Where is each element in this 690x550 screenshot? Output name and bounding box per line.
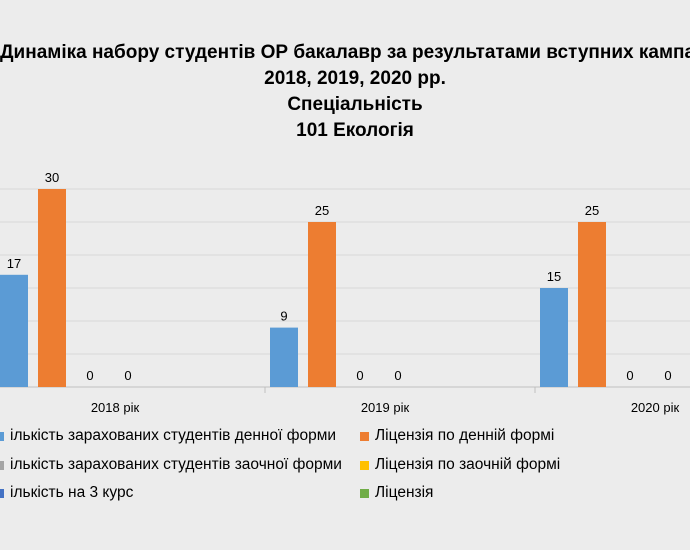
- x-tick-label: 2020 рік: [631, 400, 680, 415]
- legend-swatch: [0, 431, 4, 441]
- legend-item-parttime-enrolled: ількість зарахованих студентів заочної ф…: [0, 456, 342, 474]
- bar: [270, 327, 298, 387]
- bar: [578, 222, 606, 387]
- legend-swatch: [0, 460, 4, 470]
- legend-item-license: Ліцензія: [360, 484, 433, 502]
- data-label: 0: [626, 368, 633, 383]
- legend-swatch: [360, 460, 369, 470]
- data-label: 0: [664, 368, 671, 383]
- legend-item-third-year: ількість на 3 курс: [0, 484, 133, 502]
- data-label: 0: [394, 368, 401, 383]
- data-label: 17: [7, 256, 21, 271]
- legend-label: Ліцензія: [375, 484, 434, 501]
- data-label: 30: [45, 170, 59, 185]
- data-label: 15: [547, 269, 561, 284]
- bar: [0, 274, 28, 387]
- bar-chart: 2018 рік 17 30 0 0 2019 рік 9 25 0 0 2020 рік 15 25 0…: [0, 170, 690, 415]
- data-label: 25: [585, 203, 599, 218]
- chart-legend: ількість зарахованих студентів денної фо…: [0, 425, 690, 525]
- legend-label: ількість зарахованих студентів заочної ф…: [10, 456, 342, 473]
- x-tick-label: 2018 рік: [91, 400, 140, 415]
- x-tick-label: 2019 рік: [361, 400, 410, 415]
- chart-title-line-4: 101 Екологія: [296, 120, 414, 141]
- legend-swatch: [360, 431, 369, 441]
- legend-item-fulltime-enrolled: ількість зарахованих студентів денної фо…: [0, 427, 336, 445]
- chart-title: Динаміка набору студентів ОР бакалавр за…: [0, 40, 690, 144]
- data-label: 0: [356, 368, 363, 383]
- data-label: 9: [280, 309, 287, 324]
- chart-title-line-1: Динаміка набору студентів ОР бакалавр за…: [0, 42, 690, 63]
- data-label: 25: [315, 203, 329, 218]
- legend-label: Ліцензія по денній формі: [375, 427, 555, 444]
- bar: [540, 288, 568, 387]
- legend-swatch: [360, 488, 369, 498]
- legend-label: ількість зарахованих студентів денної фо…: [10, 427, 337, 444]
- legend-label: Ліцензія по заочній формі: [375, 456, 561, 473]
- data-label: 0: [86, 368, 93, 383]
- data-label: 0: [124, 368, 131, 383]
- legend-item-parttime-license: Ліцензія по заочній формі: [360, 456, 560, 474]
- legend-item-fulltime-license: Ліцензія по денній формі: [360, 427, 554, 445]
- bar: [308, 222, 336, 387]
- chart-title-line-3: Спеціальність: [287, 94, 423, 115]
- legend-swatch: [0, 488, 4, 498]
- bar: [38, 189, 66, 387]
- chart-title-line-2: 2018, 2019, 2020 рр.: [264, 68, 446, 89]
- legend-label: ількість на 3 курс: [10, 484, 134, 501]
